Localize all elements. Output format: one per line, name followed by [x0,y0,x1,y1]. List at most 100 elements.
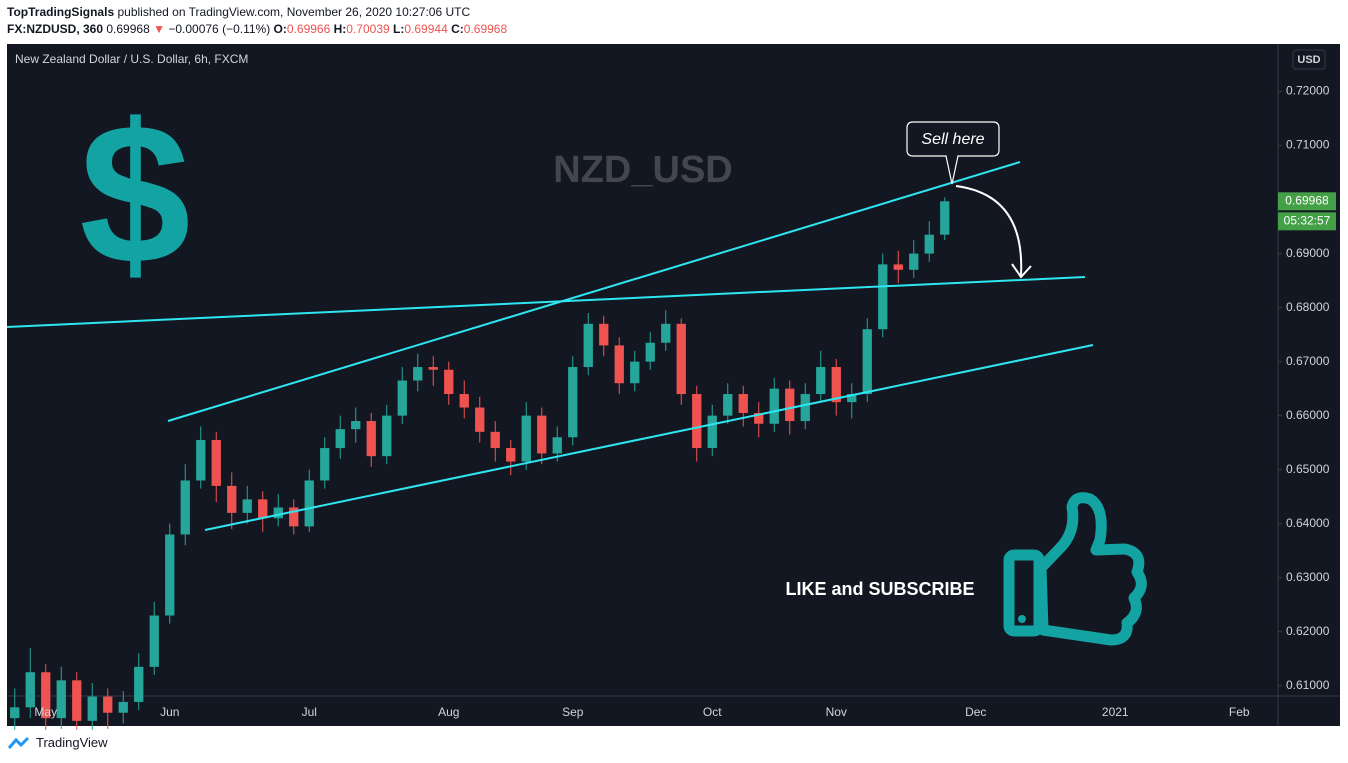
candle-body [304,480,314,527]
candle-body [320,448,330,481]
thumb-hand [1035,492,1147,646]
candle-body [537,415,547,454]
x-tick-label: Jul [302,705,317,719]
channel-upper [167,161,1021,422]
candle-body [289,507,299,527]
l-value: 0.69944 [404,22,448,36]
symbol: FX:NZDUSD, 360 [7,22,104,36]
candle-body [862,329,872,395]
chart: New Zealand Dollar / U.S. Dollar, 6h, FX… [6,44,1340,730]
candle-body [692,394,702,449]
candle-body [816,367,826,395]
h-label: H: [333,22,347,36]
candle-body [87,696,97,721]
x-tick-label: Sep [562,705,584,719]
o-value: 0.69966 [286,22,331,36]
quote-line: FX:NZDUSD, 360 0.69968 ▼ −0.00076 (−0.11… [7,22,507,36]
candle-body [599,323,609,346]
candle-body [490,431,500,449]
candle-body [382,415,392,457]
brand[interactable]: TradingView [36,735,108,750]
candle-body [754,412,764,424]
candle-body [351,421,361,430]
candle-body [676,323,686,395]
thumb-dot [1018,615,1026,623]
chart-background [7,44,1340,726]
channel-lower [204,344,1094,531]
candle-body [196,439,206,481]
candle-body [41,672,51,719]
candle-body [521,415,531,462]
c-value: 0.69968 [463,22,508,36]
y-tick-label: 0.64000 [1286,516,1330,530]
h-value: 0.70039 [346,22,390,36]
candle-body [847,394,857,403]
candle-body [831,367,841,403]
x-tick-label: Nov [826,705,847,719]
candle-body [366,421,376,457]
x-tick-label: Dec [965,705,986,719]
candle-body [25,672,35,708]
y-tick-label: 0.69000 [1286,246,1330,260]
candle-body [924,234,934,254]
y-tick-label: 0.67000 [1286,354,1330,368]
x-tick-label: Oct [703,705,722,719]
candle-body [769,388,779,424]
candle-body [211,439,221,486]
candle-body [165,534,175,616]
candle-body [738,394,748,413]
countdown: 05:32:57 [1284,213,1331,227]
footer: TradingView [8,735,108,750]
cta-text: LIKE and SUBSCRIBE [785,579,974,599]
y-tick-label: 0.62000 [1286,624,1330,638]
sell-callout [906,121,1000,185]
candle-body [444,369,454,395]
c-label: C: [451,22,464,36]
currency-box [1292,49,1326,70]
trend-middle [6,276,1086,328]
l-label: L: [393,22,405,36]
candle-body [552,437,562,454]
candle-body [149,615,159,667]
candle-body [630,361,640,384]
y-tick-label: 0.65000 [1286,462,1330,476]
publish-line: TopTradingSignals published on TradingVi… [7,5,470,19]
candle-body [227,485,237,513]
y-tick-label: 0.68000 [1286,300,1330,314]
candle-body [614,345,624,384]
logo [8,736,30,749]
sell-text: Sell here [921,131,984,148]
candle-body [397,380,407,416]
candle-body [242,499,252,513]
change: −0.00076 (−0.11%) [168,22,271,36]
countdown-box [1278,212,1336,231]
candle-body [10,707,20,719]
y-tick-label: 0.66000 [1286,408,1330,422]
y-tick-label: 0.61000 [1286,678,1330,692]
published: published on TradingView.com, November 2… [117,5,471,19]
last-price-label: 0.69968 [1285,193,1329,207]
x-tick-label: 2021 [1102,705,1129,719]
currency: USD [1297,54,1320,66]
candle-body [645,342,655,362]
y-tick-label: 0.72000 [1286,84,1330,98]
candle-body [134,666,144,702]
candle-body [103,696,113,713]
logo-mark [8,736,30,749]
candle-body [723,394,733,416]
arrow: ▼ [153,22,165,36]
candle-body [893,264,903,270]
chart-title: New Zealand Dollar / U.S. Dollar, 6h, FX… [15,52,248,66]
candle-body [785,388,795,422]
last: 0.69968 [106,22,150,36]
candle-body [180,480,190,535]
candle-body [118,701,128,713]
candle-body [800,394,810,422]
candle-body [909,253,919,270]
y-tick-label: 0.63000 [1286,570,1330,584]
author[interactable]: TopTradingSignals [7,5,115,19]
arrow-curve [955,185,1023,276]
watermark: NZD_USD [553,149,732,191]
candle-body [428,367,438,370]
candle-body [707,415,717,449]
